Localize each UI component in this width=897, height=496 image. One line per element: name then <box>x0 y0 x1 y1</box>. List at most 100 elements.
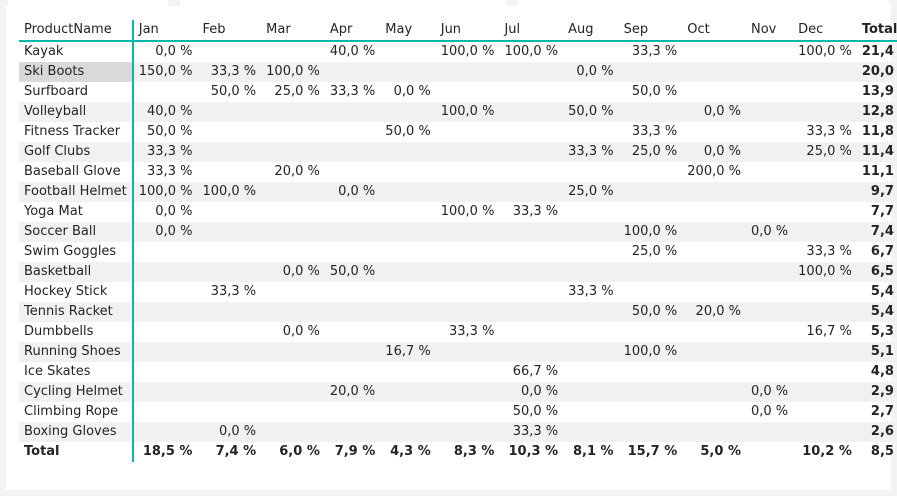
cell-aug[interactable] <box>563 342 619 362</box>
cell-mar[interactable]: 20,0 % <box>274 164 320 179</box>
cell-oct[interactable] <box>682 402 746 422</box>
cell-may[interactable] <box>380 41 435 62</box>
cell-oct[interactable] <box>682 202 746 222</box>
cell-feb[interactable] <box>197 41 261 62</box>
cell-aug[interactable] <box>563 41 618 62</box>
cell-sep[interactable]: 100,0 % <box>618 342 683 362</box>
cell-jun[interactable] <box>435 62 500 82</box>
row-total-cell[interactable]: 11,8 % <box>861 124 897 139</box>
cell-jun[interactable] <box>435 262 500 282</box>
cell-nov[interactable] <box>746 362 793 382</box>
cell-jun[interactable]: 100,0 % <box>440 204 495 219</box>
cell-feb[interactable] <box>197 242 261 262</box>
cell-oct[interactable] <box>682 222 746 242</box>
cell-feb[interactable] <box>197 402 261 422</box>
cell-sep[interactable]: 100,0 % <box>618 222 683 242</box>
cell-nov[interactable] <box>746 162 793 182</box>
cell-dec[interactable] <box>793 302 857 322</box>
cell-jan[interactable] <box>133 242 198 262</box>
cell-nov[interactable] <box>746 242 793 262</box>
total-cell-sep[interactable]: 15,7 % <box>627 444 678 459</box>
cell-may[interactable] <box>380 402 435 422</box>
cell-nov[interactable] <box>745 262 794 282</box>
cell-nov[interactable] <box>745 182 794 202</box>
cell-jul[interactable] <box>499 242 563 262</box>
cell-dec[interactable]: 100,0 % <box>798 44 852 59</box>
cell-aug[interactable] <box>563 322 618 342</box>
cell-jan[interactable]: 50,0 % <box>147 124 193 139</box>
cell-mar[interactable] <box>261 402 325 422</box>
cell-feb[interactable] <box>197 382 262 402</box>
cell-dec[interactable]: 25,0 % <box>793 142 857 162</box>
column-header-jan[interactable]: Jan <box>132 20 198 42</box>
cell-jun[interactable] <box>436 122 500 142</box>
cell-mar[interactable] <box>261 302 325 322</box>
cell-aug[interactable] <box>563 422 619 442</box>
cell-sep[interactable] <box>619 202 683 222</box>
cell-mar[interactable] <box>261 142 325 162</box>
cell-oct[interactable] <box>682 342 746 362</box>
cell-oct[interactable] <box>682 322 746 342</box>
row-total-cell[interactable]: 2,7 % <box>870 404 897 419</box>
cell-sep[interactable] <box>618 102 683 122</box>
column-header-may[interactable]: May <box>380 20 436 42</box>
total-cell-mar[interactable]: 6,0 % <box>279 444 320 459</box>
cell-jun[interactable] <box>436 162 500 182</box>
cell-nov[interactable] <box>745 102 794 122</box>
cell-dec[interactable] <box>793 162 857 182</box>
cell-apr[interactable] <box>325 122 380 142</box>
row-header[interactable]: Football Helmet <box>19 182 134 202</box>
cell-sep[interactable]: 25,0 % <box>631 244 678 259</box>
cell-sep[interactable] <box>619 322 683 342</box>
cell-mar[interactable] <box>261 382 325 402</box>
row-header[interactable]: Surfboard <box>19 82 134 102</box>
cell-jun[interactable] <box>436 402 500 422</box>
cell-feb[interactable] <box>197 102 262 122</box>
cell-oct[interactable] <box>682 182 746 202</box>
cell-jan[interactable] <box>133 82 198 102</box>
cell-apr[interactable] <box>324 222 381 242</box>
cell-aug[interactable]: 0,0 % <box>563 62 619 82</box>
cell-mar[interactable]: 25,0 % <box>274 84 320 99</box>
cell-feb[interactable] <box>197 202 261 222</box>
cell-dec[interactable] <box>793 342 857 362</box>
row-total-cell[interactable]: 5,4 % <box>856 302 897 322</box>
cell-aug[interactable]: 50,0 % <box>563 102 619 122</box>
total-cell-may[interactable]: 4,3 % <box>390 444 431 459</box>
cell-oct[interactable] <box>682 382 746 402</box>
cell-dec[interactable] <box>793 62 857 82</box>
cell-jul[interactable]: 50,0 % <box>512 404 559 419</box>
cell-jul[interactable] <box>499 282 563 302</box>
cell-mar[interactable] <box>261 41 325 62</box>
cell-dec[interactable] <box>793 202 857 222</box>
cell-apr[interactable]: 33,3 % <box>329 84 376 99</box>
cell-may[interactable] <box>380 62 436 82</box>
row-header[interactable]: Climbing Rope <box>19 402 134 422</box>
cell-aug[interactable] <box>563 242 618 262</box>
cell-jul[interactable] <box>499 182 564 202</box>
row-total-cell[interactable]: 2,9 % <box>856 382 897 402</box>
cell-apr[interactable]: 50,0 % <box>324 262 381 282</box>
cell-apr[interactable]: 20,0 % <box>324 382 381 402</box>
cell-sep[interactable]: 33,3 % <box>631 124 678 139</box>
cell-dec[interactable]: 33,3 % <box>806 124 852 139</box>
cell-jun[interactable] <box>435 342 500 362</box>
row-total-cell[interactable]: 6,7 % <box>870 244 897 259</box>
cell-nov[interactable] <box>745 422 794 442</box>
row-total-cell[interactable]: 11,1 % <box>861 164 897 179</box>
cell-dec[interactable]: 100,0 % <box>793 262 857 282</box>
cell-may[interactable] <box>380 162 435 182</box>
row-header[interactable]: Swim Goggles <box>19 242 134 262</box>
cell-jan[interactable] <box>132 262 198 282</box>
cell-oct[interactable]: 200,0 % <box>687 164 741 179</box>
cell-nov[interactable] <box>746 41 793 62</box>
cell-apr[interactable] <box>324 62 381 82</box>
cell-jan[interactable] <box>133 362 198 382</box>
cell-jul[interactable] <box>499 142 564 162</box>
row-total-cell[interactable]: 13,9 % <box>861 84 897 99</box>
cell-mar[interactable] <box>261 182 325 202</box>
cell-mar[interactable] <box>261 242 325 262</box>
cell-sep[interactable] <box>619 402 683 422</box>
cell-jan[interactable] <box>132 342 198 362</box>
cell-oct[interactable] <box>682 362 746 382</box>
